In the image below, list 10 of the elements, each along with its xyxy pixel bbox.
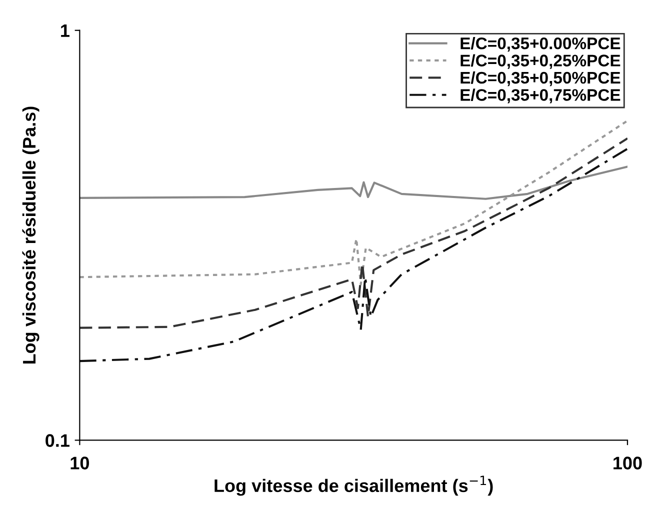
x-axis-title: Log vitesse de cisaillement (s$^{−1}$) [214, 476, 493, 496]
y-axis-title: Log viscosité résiduelle (Pa.s) [22, 106, 40, 364]
x-tick-label: 10 [70, 456, 89, 470]
x-tick-label: 100 [614, 456, 642, 470]
legend-label: E/C=0,35+0.00%PCE [460, 37, 620, 52]
y-tick-label: 1 [61, 24, 70, 37]
y-tick-label: 0.1 [46, 434, 70, 447]
legend-label: E/C=0,35+0,25%PCE [460, 54, 620, 69]
legend-label: E/C=0,35+0,75%PCE [460, 88, 620, 104]
legend-label: E/C=0,35+0,50%PCE [460, 71, 620, 86]
